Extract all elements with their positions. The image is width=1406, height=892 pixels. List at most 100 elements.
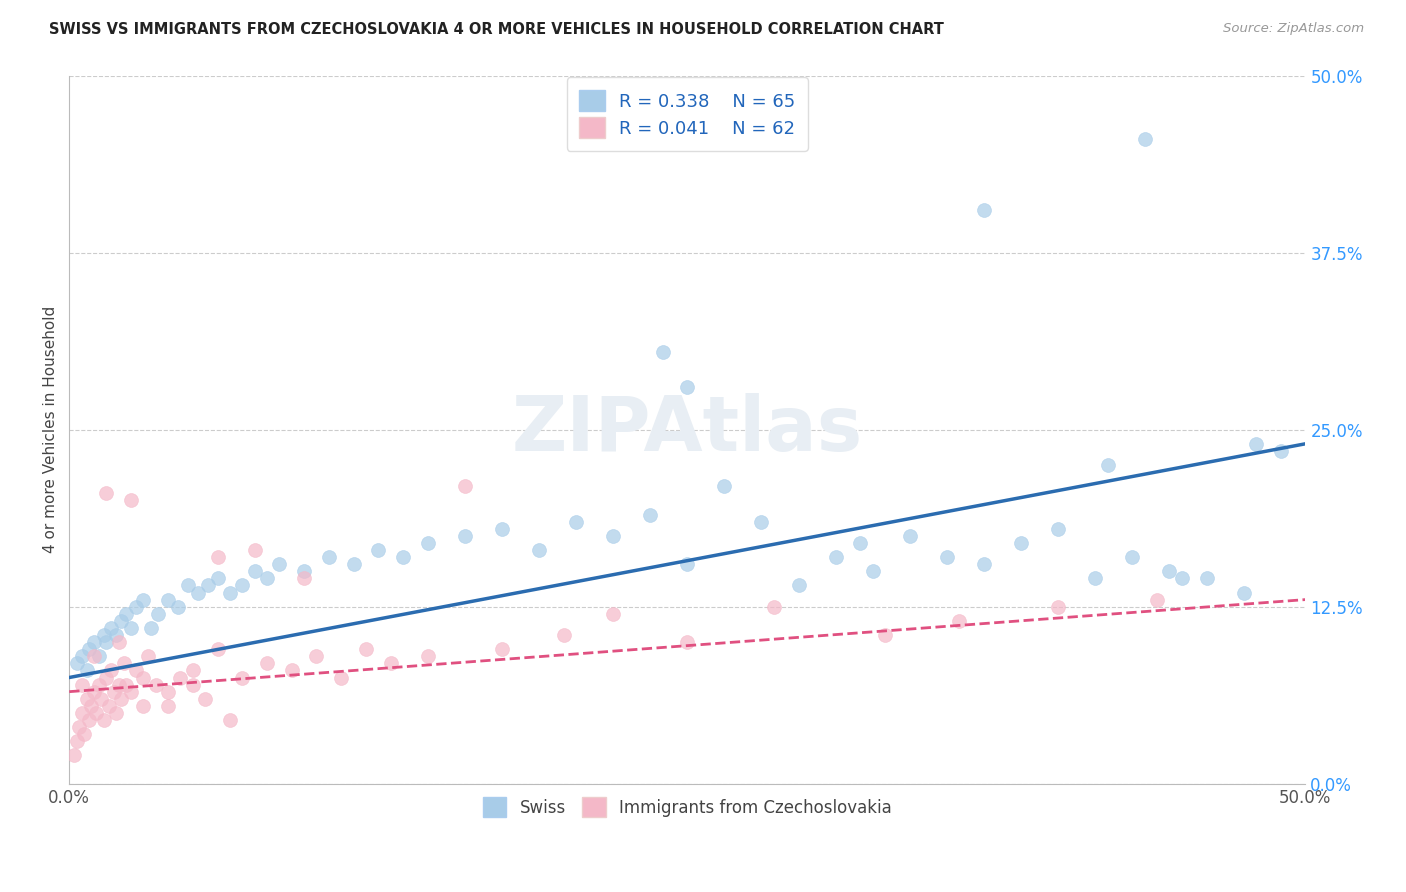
- Point: [392, 550, 415, 565]
- Point: [132, 671, 155, 685]
- Point: [751, 515, 773, 529]
- Point: [1084, 571, 1107, 585]
- Point: [90, 691, 112, 706]
- Point: [565, 515, 588, 529]
- Point: [676, 380, 699, 394]
- Point: [269, 557, 291, 571]
- Point: [110, 691, 132, 706]
- Point: [181, 664, 204, 678]
- Point: [100, 664, 122, 678]
- Point: [1146, 592, 1168, 607]
- Point: [112, 657, 135, 671]
- Point: [77, 642, 100, 657]
- Point: [1121, 550, 1143, 565]
- Point: [66, 657, 89, 671]
- Point: [292, 564, 315, 578]
- Point: [602, 529, 624, 543]
- Point: [553, 628, 575, 642]
- Point: [207, 642, 229, 657]
- Point: [935, 550, 957, 565]
- Point: [231, 578, 253, 592]
- Point: [66, 734, 89, 748]
- Point: [177, 578, 200, 592]
- Point: [93, 628, 115, 642]
- Point: [181, 677, 204, 691]
- Point: [96, 635, 118, 649]
- Point: [132, 592, 155, 607]
- Point: [83, 684, 105, 698]
- Point: [73, 727, 96, 741]
- Point: [491, 522, 513, 536]
- Point: [1232, 585, 1254, 599]
- Point: [105, 628, 128, 642]
- Point: [367, 543, 389, 558]
- Point: [1195, 571, 1218, 585]
- Point: [120, 684, 142, 698]
- Point: [898, 529, 921, 543]
- Point: [1244, 437, 1267, 451]
- Point: [256, 657, 278, 671]
- Point: [67, 720, 90, 734]
- Point: [713, 479, 735, 493]
- Point: [862, 564, 884, 578]
- Point: [243, 564, 266, 578]
- Point: [120, 621, 142, 635]
- Point: [169, 671, 191, 685]
- Point: [1047, 522, 1070, 536]
- Point: [638, 508, 661, 522]
- Point: [219, 585, 242, 599]
- Point: [491, 642, 513, 657]
- Point: [93, 713, 115, 727]
- Text: Source: ZipAtlas.com: Source: ZipAtlas.com: [1223, 22, 1364, 36]
- Point: [416, 649, 439, 664]
- Point: [157, 698, 180, 713]
- Point: [120, 493, 142, 508]
- Point: [762, 599, 785, 614]
- Point: [110, 614, 132, 628]
- Point: [197, 578, 219, 592]
- Point: [219, 713, 242, 727]
- Point: [948, 614, 970, 628]
- Point: [354, 642, 377, 657]
- Point: [380, 657, 402, 671]
- Point: [157, 684, 180, 698]
- Point: [651, 344, 673, 359]
- Point: [107, 677, 129, 691]
- Point: [875, 628, 897, 642]
- Point: [1270, 443, 1292, 458]
- Point: [416, 536, 439, 550]
- Point: [97, 698, 120, 713]
- Point: [96, 671, 118, 685]
- Text: SWISS VS IMMIGRANTS FROM CZECHOSLOVAKIA 4 OR MORE VEHICLES IN HOUSEHOLD CORRELAT: SWISS VS IMMIGRANTS FROM CZECHOSLOVAKIA …: [49, 22, 943, 37]
- Point: [676, 557, 699, 571]
- Point: [194, 691, 217, 706]
- Point: [243, 543, 266, 558]
- Point: [70, 677, 93, 691]
- Point: [256, 571, 278, 585]
- Point: [207, 571, 229, 585]
- Point: [70, 706, 93, 720]
- Point: [454, 529, 477, 543]
- Point: [292, 571, 315, 585]
- Point: [63, 748, 86, 763]
- Point: [824, 550, 846, 565]
- Point: [145, 677, 167, 691]
- Point: [125, 664, 148, 678]
- Point: [602, 607, 624, 621]
- Point: [86, 706, 108, 720]
- Point: [1097, 458, 1119, 472]
- Point: [83, 649, 105, 664]
- Point: [973, 203, 995, 218]
- Legend: Swiss, Immigrants from Czechoslovakia: Swiss, Immigrants from Czechoslovakia: [474, 789, 900, 825]
- Point: [1171, 571, 1194, 585]
- Point: [115, 607, 138, 621]
- Point: [330, 671, 353, 685]
- Point: [83, 635, 105, 649]
- Point: [1133, 132, 1156, 146]
- Point: [87, 677, 110, 691]
- Point: [167, 599, 190, 614]
- Point: [107, 635, 129, 649]
- Point: [77, 713, 100, 727]
- Point: [125, 599, 148, 614]
- Point: [132, 698, 155, 713]
